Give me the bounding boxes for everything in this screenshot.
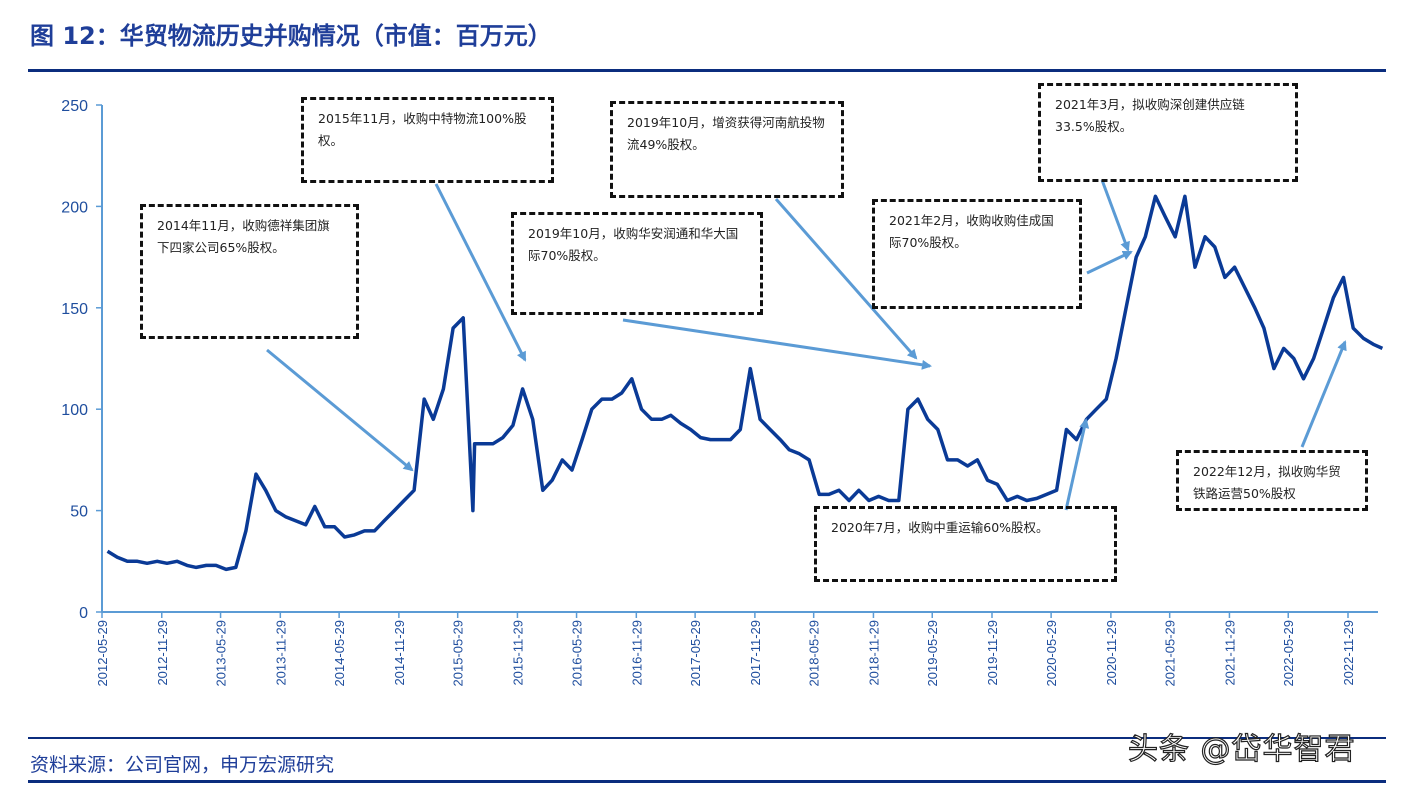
y-tick-label: 50 [70, 504, 88, 521]
arrow-2014-11 [266, 348, 414, 472]
y-tick-label: 0 [79, 605, 88, 622]
x-tick-label: 2018-05-29 [807, 620, 822, 687]
x-tick-label: 2021-11-29 [1222, 620, 1237, 686]
annotation-box: 2019年10月，收购华安润通和华大国际70%股权。 [511, 212, 763, 315]
top-divider [28, 69, 1386, 72]
x-tick-label: 2020-11-29 [1104, 620, 1119, 686]
y-tick-label: 250 [61, 98, 88, 115]
x-tick-label: 2021-05-29 [1163, 620, 1178, 687]
y-tick-label: 200 [61, 199, 88, 216]
arrow-2020-07 [1064, 418, 1090, 511]
arrow-2019-10-henan [774, 198, 918, 360]
annotation-box: 2019年10月，增资获得河南航投物流49%股权。 [610, 101, 844, 198]
annotation-box: 2020年7月，收购中重运输60%股权。 [814, 506, 1117, 582]
x-tick-label: 2020-05-29 [1044, 620, 1059, 687]
market-cap-line [106, 194, 1384, 572]
annotation-box: 2015年11月，收购中特物流100%股权。 [301, 97, 554, 183]
y-tick-label: 150 [61, 301, 88, 318]
arrow-2021-02 [1086, 250, 1133, 275]
x-tick-label: 2015-11-29 [510, 620, 525, 686]
arrow-2019-10-huaan [622, 318, 932, 370]
x-tick-label: 2013-05-29 [214, 620, 229, 687]
y-tick-label: 100 [61, 402, 88, 419]
source-note: 资料来源：公司官网，申万宏源研究 [30, 754, 335, 776]
x-tick-label: 2014-11-29 [392, 620, 407, 686]
x-tick-label: 2017-05-29 [688, 620, 703, 687]
x-tick-label: 2013-11-29 [273, 620, 288, 686]
annotation-box: 2022年12月，拟收购华贸铁路运营50%股权 [1176, 450, 1368, 511]
x-tick-label: 2017-11-29 [748, 620, 763, 686]
annotation-box: 2021年2月，收购收购佳成国际70%股权。 [872, 199, 1082, 309]
annotation-arrows [266, 179, 1347, 511]
x-tick-label: 2012-11-29 [155, 620, 170, 686]
x-tick-label: 2022-05-29 [1281, 620, 1296, 687]
annotation-box: 2014年11月，收购德祥集团旗下四家公司65%股权。 [140, 204, 359, 339]
watermark: 头条 @岱华智君 [1127, 731, 1356, 767]
x-tick-label: 2018-11-29 [866, 620, 881, 686]
x-tick-label: 2016-05-29 [570, 620, 585, 687]
footer-divider-bottom [28, 780, 1386, 783]
x-tick-label: 2014-05-29 [332, 620, 347, 687]
x-tick-label: 2016-11-29 [629, 620, 644, 686]
x-tick-label: 2019-11-29 [985, 620, 1000, 686]
figure-title: 图 12：华贸物流历史并购情况（市值：百万元） [30, 22, 552, 50]
footer-divider-top [28, 737, 1386, 739]
arrow-2015-11 [434, 183, 527, 362]
arrow-2022-12 [1300, 340, 1347, 448]
x-tick-label: 2019-05-29 [925, 620, 940, 687]
annotation-box: 2021年3月，拟收购深创建供应链33.5%股权。 [1038, 83, 1298, 182]
x-tick-label: 2012-05-29 [95, 620, 110, 687]
x-tick-label: 2022-11-29 [1341, 620, 1356, 686]
arrow-2021-03 [1100, 179, 1130, 252]
x-tick-label: 2015-05-29 [451, 620, 466, 687]
